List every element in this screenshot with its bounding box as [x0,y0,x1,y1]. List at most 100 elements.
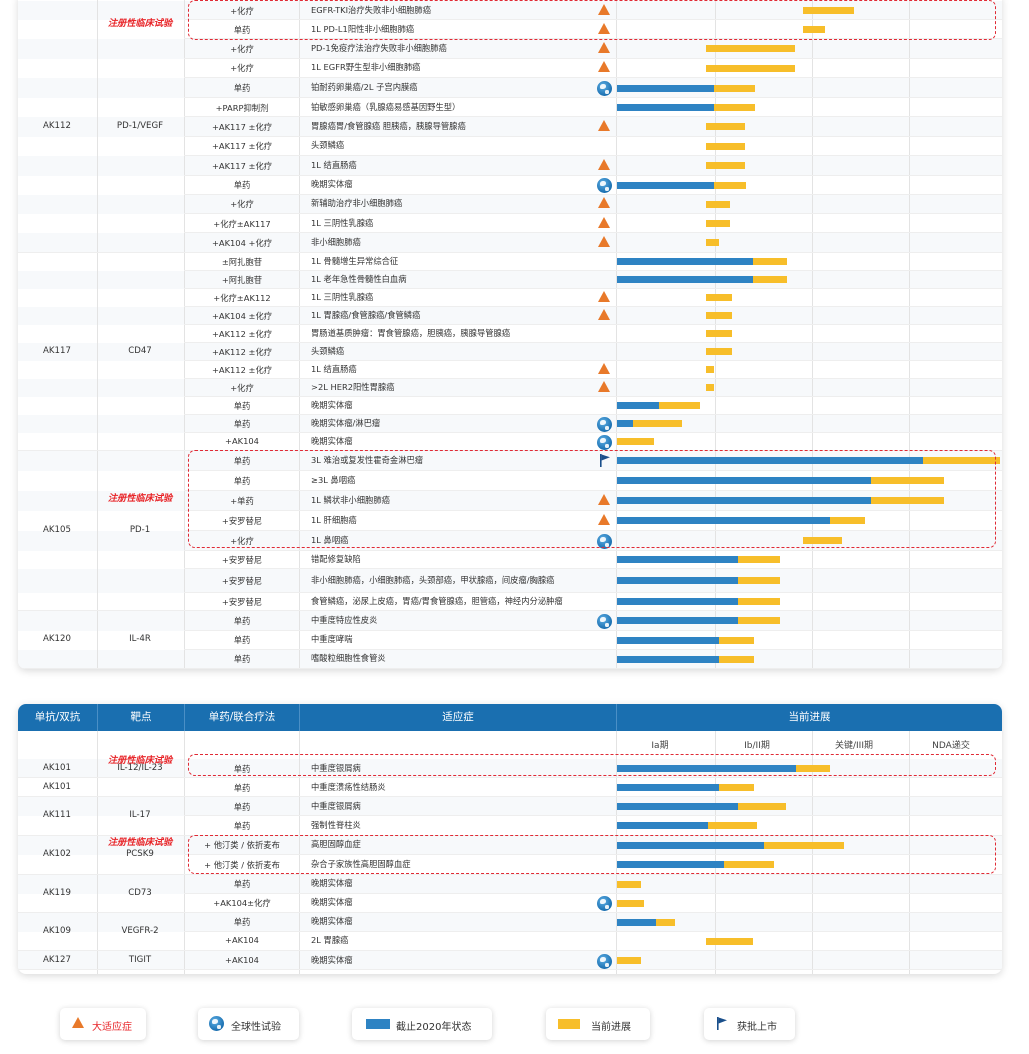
indication-cell: 嗜酸粒细胞性食管炎 [311,653,386,663]
combo-cell: +化疗 [230,63,254,74]
stage-ib-ii: Ib/II期 [744,741,770,751]
row-divider [184,305,1002,307]
combo-cell: 单药 [233,400,251,411]
indication-cell: >2L HER2阳性胃腺癌 [311,381,395,392]
row-background [18,175,1002,195]
row-background [18,759,1002,778]
indication-cell: 晚期实体瘤 [311,954,353,965]
combo-cell: +AK112 ±化疗 [211,328,273,339]
triangle-icon [598,380,610,392]
bar-2020 [617,822,709,830]
indication-cell: 头颈鳞癌 [311,345,345,356]
bar-2020 [617,861,724,869]
bar-2020 [617,598,739,605]
bar-current [655,918,676,926]
combo-cell: ±阿扎胞苷 [221,256,263,267]
row-background [18,610,1002,631]
legend-2020-status: 截止2020年状态 [352,1008,492,1040]
indication-cell: 2L 胃腺癌 [311,935,349,946]
header-indication: 适应症 [442,711,474,723]
target-name: PD-1/VEGF [116,120,164,131]
indication-cell: 晚期实体瘤 [311,179,353,189]
bar-current [706,45,796,53]
flag-icon [600,453,610,467]
combo-cell: +化疗±AK117 [213,218,271,229]
row-background [18,414,1002,433]
bar-current [714,84,755,92]
row-background [18,342,1002,361]
bar-current [871,497,944,504]
row-background [18,20,1002,39]
bar-current [706,366,714,373]
bar-current [658,402,701,409]
triangle-icon [598,216,610,228]
bar-current [617,880,642,888]
indication-cell: 中重度溃疡性结肠炎 [311,781,386,792]
combo-cell: +AK104 ±化疗 [211,310,273,321]
combo-cell: +安罗替尼 [221,575,263,586]
indication-cell: 1L 肝细胞癌 [311,514,357,525]
bar-current [714,181,746,189]
triangle-icon [598,493,610,505]
row-background [18,778,1002,797]
combo-cell: +AK117 ±化疗 [211,121,273,132]
bar-current [738,556,780,563]
bar-current [922,457,1001,464]
bar-2020 [617,457,923,464]
row-background [18,136,1002,156]
globe-icon [597,81,612,96]
indication-cell: 新辅助治疗非小细胞肺癌 [311,198,403,209]
bar-current [706,200,731,208]
bar-current [723,861,775,869]
bar-current [706,123,746,131]
triangle-icon [598,3,610,15]
row-divider [184,38,1002,39]
row-background [18,550,1002,569]
bar-2020 [617,477,872,484]
indication-cell: 铂敏感卵巢癌（乳腺癌易感基因野生型） [311,101,461,112]
combo-cell: +AK104±化疗 [213,898,271,908]
row-background [18,630,1002,650]
bar-current [738,617,780,624]
triangle-icon [598,362,610,374]
row-background [18,324,1002,343]
row-background [18,233,1002,253]
indication-cell: ≥3L 鼻咽癌 [311,474,356,485]
triangle-icon [598,41,610,53]
combo-cell: + 他汀类 / 依折麦布 [204,859,280,870]
bar-2020 [617,765,797,772]
indication-cell: 铂耐药卵巢癌/2L 子宫内膜癌 [311,82,418,92]
bar-current [718,784,754,791]
row-background [18,835,1002,855]
registration-box [188,0,996,40]
row-background [18,855,1002,875]
row-divider [184,174,1002,176]
header-target: 靶点 [130,711,152,723]
registration-box [188,450,996,548]
target-name: PD-1 [129,524,151,535]
row-background [18,912,1002,932]
row-background [18,378,1002,397]
column-divider [184,0,185,669]
stage-ia: Ia期 [651,741,669,751]
bar-2020 [617,784,719,791]
indication-cell: 晚期实体瘤 [311,399,353,410]
combo-cell: +化疗 [230,382,254,393]
row-divider [184,232,1002,233]
row-divider [184,567,1002,569]
indication-cell: PD-1免疫疗法治疗失败非小细胞肺癌 [311,42,447,53]
drug-name: AK102 [43,849,71,859]
bar-2020 [617,497,872,504]
row-divider [184,287,1002,289]
row-divider [184,155,1002,156]
globe-icon [597,896,612,911]
row-background [18,39,1002,59]
row-divider [184,395,1002,397]
combo-cell: +化疗 [230,535,254,546]
row-background [18,931,1002,951]
globe-icon [209,1016,224,1031]
bar-current [803,537,843,544]
indication-cell: 3L 难治或复发性霍奇金淋巴瘤 [311,454,424,465]
row-background [18,797,1002,816]
bar-current [706,312,733,319]
